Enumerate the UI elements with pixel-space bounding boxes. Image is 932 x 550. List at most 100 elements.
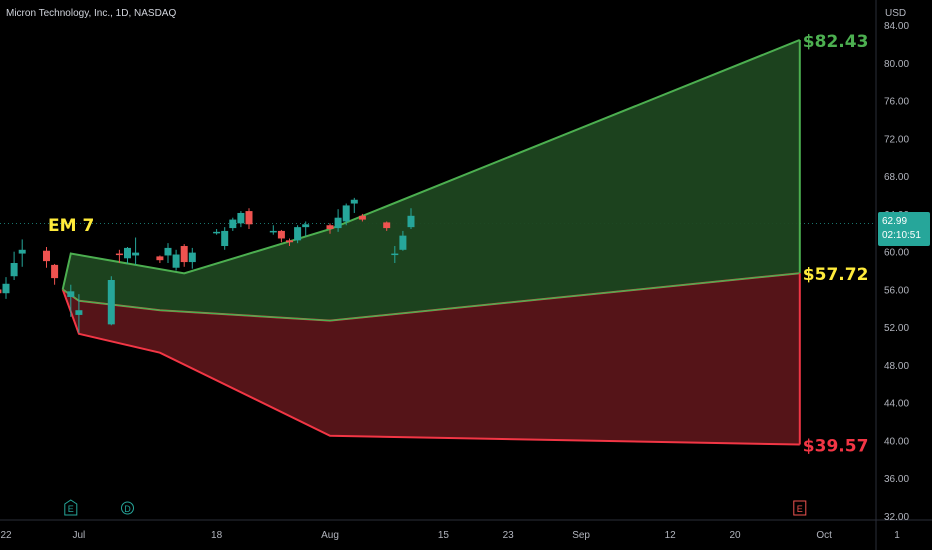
y-tick-label: 80.00 [884,59,909,70]
candle-body [156,256,164,261]
x-tick-label: Sep [572,530,590,541]
candle [383,221,391,231]
candle [188,247,196,269]
candle [277,229,285,243]
candle-body [237,212,245,224]
candle [229,217,237,231]
candle [286,238,293,247]
candle-body [180,246,188,263]
x-tick-label: 18 [211,530,223,541]
earnings-marker: E [64,499,78,516]
marker-letter: E [797,504,803,514]
candle-body [229,219,237,229]
y-tick-label: 36.00 [884,474,909,485]
candle [51,263,59,285]
x-tick-label: 23 [503,530,515,541]
x-tick-label: Oct [816,530,832,541]
upper-target-label: $82.43 [803,32,869,52]
candle [156,255,164,264]
candle [10,251,18,280]
candle-body [107,280,115,325]
marker-letter: E [68,504,74,514]
candle [407,208,415,230]
candle [67,284,75,317]
candle [342,203,350,226]
y-tick-label: 68.00 [884,172,909,183]
bar-countdown: 02:10:51 [882,230,921,241]
candle-body [132,252,140,256]
y-tick-label: 52.00 [884,323,909,334]
currency-label: USD [885,8,907,19]
candle [391,246,399,264]
upper-band-fill [62,39,800,321]
candle [172,249,180,271]
marker-shape [64,499,78,516]
upper-band-line [61,39,801,290]
candle-body [342,205,350,222]
candle-body [334,217,342,229]
candle-body [51,264,59,279]
candle [132,237,140,265]
candle [358,213,366,222]
candle-body [164,247,172,256]
y-tick-label: 40.00 [884,436,909,447]
y-tick-label: 60.00 [884,248,909,259]
lower-band-line [61,289,800,446]
x-tick-label: 22 [0,530,12,541]
lower-target-label: $39.57 [803,437,869,457]
candle-body [18,249,26,254]
candle-body [43,250,50,262]
candle-body [350,199,358,204]
candle [334,209,342,232]
y-tick-label: 32.00 [884,512,909,523]
candle-body [124,247,131,259]
candle-body [75,310,83,315]
candle [180,244,188,267]
y-tick-label: 76.00 [884,97,909,108]
y-tick-label: 44.00 [884,399,909,410]
candle-body [391,253,399,256]
x-tick-label: Aug [321,530,339,541]
candle-body [172,254,180,268]
mid-target-label: $57.72 [803,265,869,285]
candle [107,276,115,326]
candle-body [115,253,123,256]
candle-body [245,211,253,225]
x-tick-label: 20 [729,530,741,541]
candle-body [213,231,221,234]
candle [326,223,334,234]
candle-body [10,263,18,277]
candle [350,197,358,213]
dividend-marker: D [121,501,134,515]
marker-letter: D [124,504,131,514]
candle-body [221,230,229,247]
candle-body [383,222,391,229]
candle-body [294,227,302,241]
candle-body [269,230,277,233]
candle-body [407,215,415,228]
candle-body [286,240,293,243]
candle [213,229,221,235]
candle [43,246,50,268]
candle-body [67,291,75,297]
y-tick-label: 84.00 [884,21,909,32]
candle [294,225,302,244]
last-price-value: 62.99 [882,216,908,227]
candle-body [326,225,334,230]
candle [75,294,83,333]
candle [269,225,277,235]
y-tick-label: 72.00 [884,134,909,145]
marker-shape [793,500,807,516]
candle [302,221,310,237]
x-tick-label: Jul [73,530,86,541]
symbol-title: Micron Technology, Inc., 1D, NASDAQ [6,8,177,19]
candle-body [399,235,407,250]
candle-body [188,252,196,263]
y-tick-label: 48.00 [884,361,909,372]
candle [18,239,26,267]
y-tick-label: 56.00 [884,285,909,296]
candle [115,249,123,264]
x-tick-label: 12 [665,530,677,541]
marker-shape [121,501,134,515]
